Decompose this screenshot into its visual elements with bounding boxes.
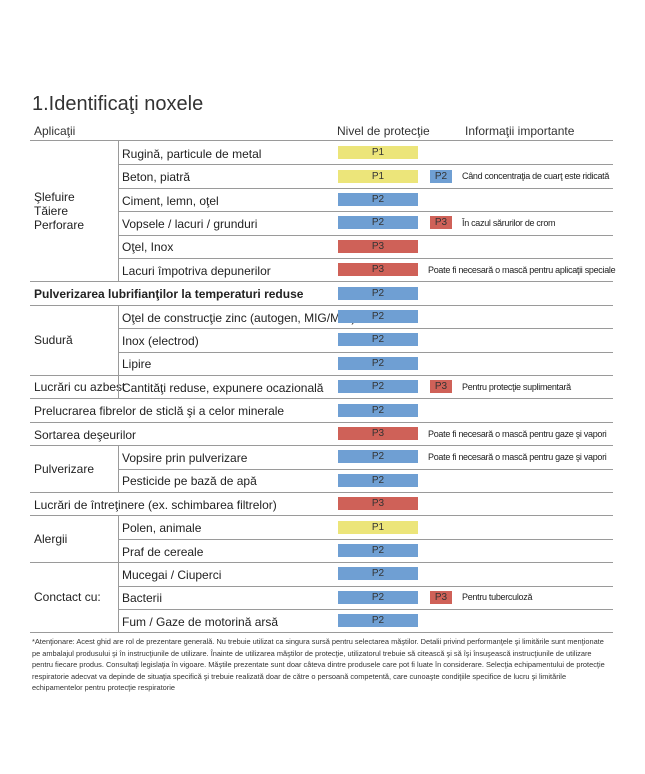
- column-rule: [118, 304, 119, 375]
- extra-level: P2: [430, 169, 452, 183]
- application: Lacuri împotriva depunerilor: [122, 263, 271, 278]
- row-rule: [30, 562, 613, 564]
- row-rule: [118, 468, 613, 470]
- application: Beton, piatră: [122, 170, 191, 185]
- row-rule: [118, 351, 613, 353]
- row-rule: [30, 281, 613, 283]
- application: Fum / Gaze de motorină arsă: [122, 614, 279, 629]
- note: Poate fi necesară o mască pentru gaze şi…: [428, 428, 607, 439]
- row-rule: [30, 632, 613, 634]
- group-label: Alergii: [34, 531, 68, 546]
- header-rule: [30, 140, 613, 141]
- note: În cazul sărurilor de crom: [462, 217, 556, 228]
- row-rule: [30, 398, 613, 400]
- protection-level: P2: [338, 590, 418, 604]
- application: Rugină, particule de metal: [122, 146, 262, 161]
- row-rule: [118, 258, 613, 259]
- row-rule: [118, 538, 613, 540]
- protection-level: P2: [338, 193, 418, 206]
- application: Prelucrarea fibrelor de sticlă şi a celo…: [34, 404, 285, 419]
- protection-level: P2: [338, 614, 418, 628]
- protection-level: P3: [338, 497, 418, 511]
- row-rule: [118, 609, 613, 610]
- protection-level: P2: [338, 567, 418, 581]
- group-label: Lucrări cu azbest: [34, 379, 126, 394]
- column-header: Informaţii importante: [465, 124, 575, 138]
- row-rule: [118, 328, 613, 330]
- footnote: *Atenţionare: Acest ghid are rol de prez…: [32, 637, 605, 692]
- application: Oţel, Inox: [122, 240, 174, 255]
- row-rule: [30, 492, 613, 493]
- row-rule: [118, 585, 613, 587]
- column-header: Aplicaţii: [34, 124, 76, 138]
- application: Vopsire prin pulverizare: [122, 450, 248, 465]
- group-label: Conctact cu:: [34, 590, 101, 605]
- protection-level: P2: [338, 286, 418, 300]
- protection-level: P2: [338, 450, 418, 464]
- note: Poate fi necesară o mască pentru aplicaţ…: [428, 264, 616, 275]
- column-rule: [118, 515, 119, 563]
- column-header: Nivel de protecţie: [337, 124, 430, 138]
- application: Lipire: [122, 357, 152, 372]
- row-rule: [118, 234, 613, 236]
- row-rule: [118, 187, 613, 189]
- application: Pesticide pe bază de apă: [122, 474, 257, 489]
- application: Bacterii: [122, 591, 163, 606]
- row-rule: [30, 304, 613, 306]
- application: Oţel de construcţie zinc (autogen, MIG/M…: [122, 310, 356, 325]
- application: Pulverizarea lubrifianţilor la temperatu…: [34, 287, 304, 302]
- protection-level: P3: [338, 427, 418, 440]
- protection-level: P1: [338, 520, 418, 534]
- column-rule: [118, 562, 119, 633]
- row-rule: [30, 421, 613, 423]
- application: Mucegai / Ciuperci: [122, 567, 222, 582]
- protection-level: P2: [338, 356, 418, 370]
- group-label: Pulverizare: [34, 461, 95, 476]
- row-rule: [30, 445, 613, 447]
- protection-level: P1: [338, 169, 418, 183]
- row-rule: [30, 375, 613, 376]
- application: Praf de cereale: [122, 544, 204, 559]
- application: Ciment, lemn, oţel: [122, 193, 219, 208]
- title: 1.Identificaţi noxele: [32, 93, 204, 115]
- row-rule: [118, 164, 613, 166]
- note: Pentru tuberculoză: [462, 592, 533, 603]
- protection-level: P2: [338, 216, 418, 230]
- protection-level: P3: [338, 239, 418, 253]
- group-label: Sudură: [34, 332, 73, 347]
- protection-level: P2: [338, 310, 418, 323]
- row-rule: [30, 515, 613, 517]
- column-rule: [118, 445, 119, 492]
- extra-level: P3: [430, 590, 452, 604]
- group-label: Şlefuire Tăiere Perforare: [34, 190, 85, 233]
- application: Cantităţi reduse, expunere ocazională: [122, 380, 324, 395]
- protection-level: P2: [338, 403, 418, 417]
- application: Polen, animale: [122, 521, 202, 536]
- application: Lucrări de întreţinere (ex. schimbarea f…: [34, 497, 277, 512]
- application: Vopsele / lacuri / grunduri: [122, 216, 258, 231]
- protection-level: P3: [338, 263, 418, 277]
- protection-level: P2: [338, 473, 418, 487]
- note: Pentru protecţie suplimentară: [462, 381, 571, 392]
- protection-level: P2: [338, 380, 418, 394]
- extra-level: P3: [430, 380, 452, 394]
- note: Poate fi necesară o mască pentru gaze şi…: [428, 451, 607, 462]
- application: Inox (electrod): [122, 333, 199, 348]
- protection-level: P2: [338, 333, 418, 347]
- column-rule: [118, 375, 119, 399]
- protection-level: P1: [338, 146, 418, 160]
- protection-level: P2: [338, 544, 418, 557]
- extra-level: P3: [430, 216, 452, 230]
- row-rule: [118, 211, 613, 213]
- note: Când concentraţia de cuarţ este ridicată: [462, 171, 610, 182]
- application: Sortarea deşeurilor: [34, 427, 137, 442]
